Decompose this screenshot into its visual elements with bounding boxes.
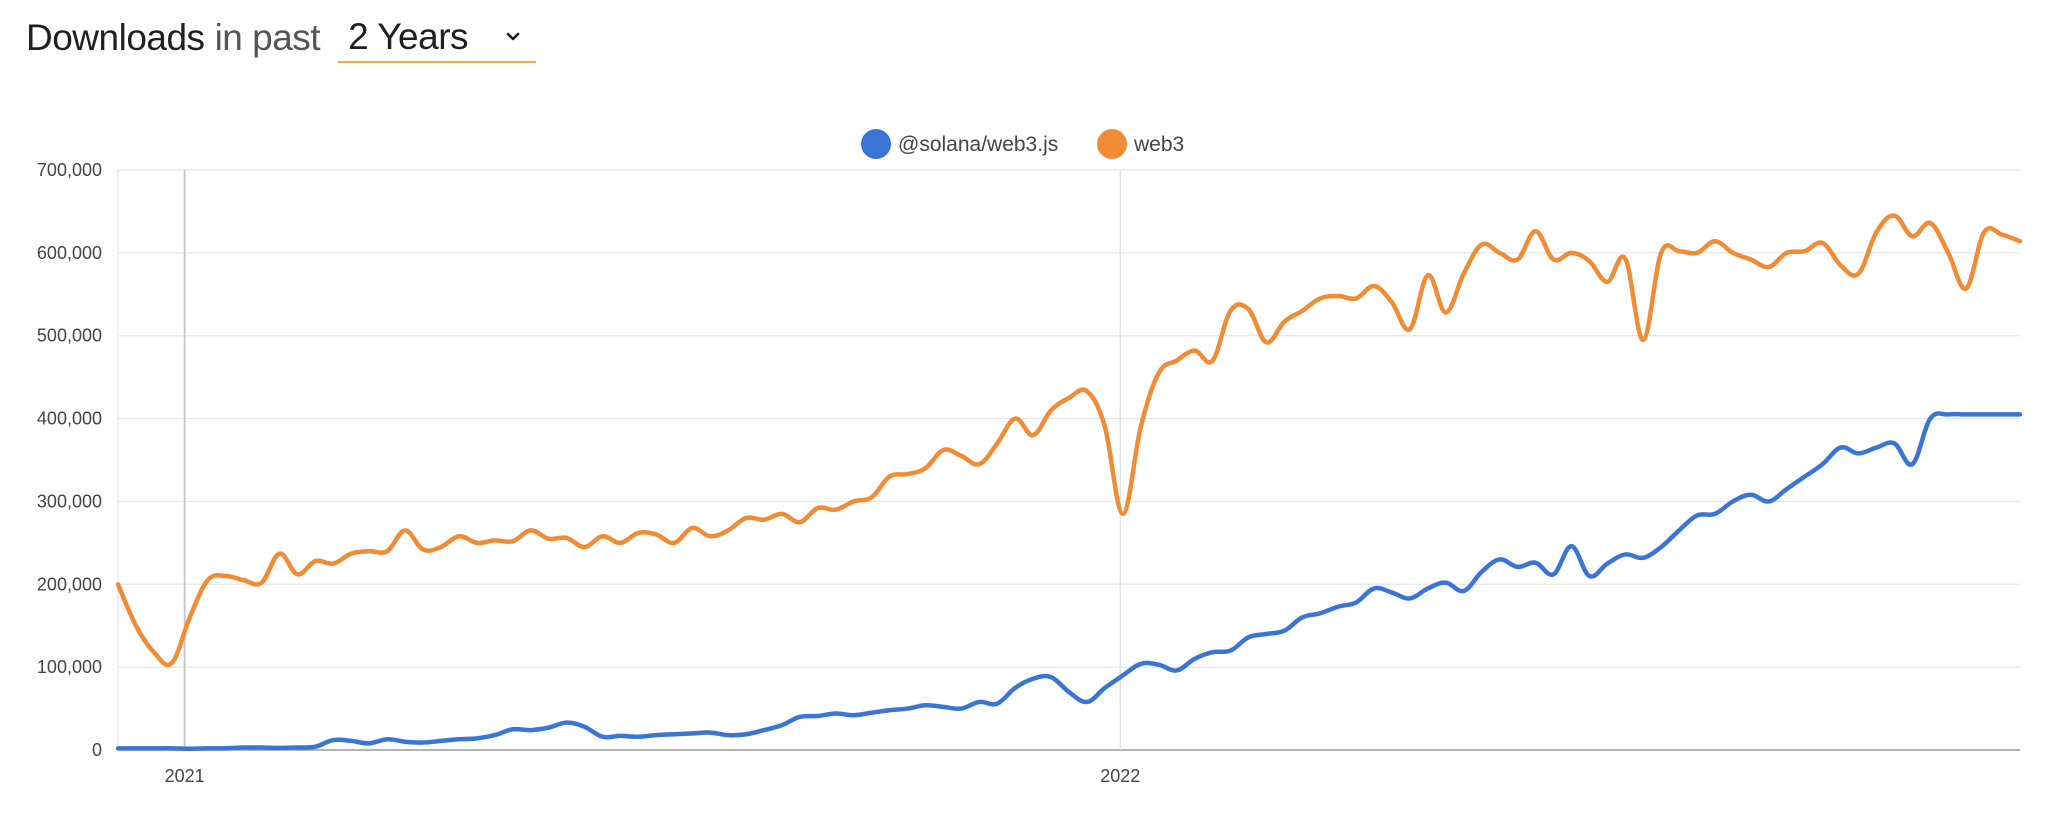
time-range-value: 2 Years bbox=[348, 16, 469, 57]
header: Downloads in past 2 Years bbox=[26, 8, 537, 68]
y-tick-label: 300,000 bbox=[37, 491, 102, 511]
y-tick-label: 500,000 bbox=[37, 326, 102, 346]
y-tick-label: 400,000 bbox=[37, 409, 102, 429]
y-tick-label: 700,000 bbox=[37, 160, 102, 180]
legend-marker bbox=[861, 129, 891, 159]
y-tick-label: 0 bbox=[92, 740, 102, 760]
y-tick-label: 600,000 bbox=[37, 243, 102, 263]
legend-label: @solana/web3.js bbox=[898, 133, 1058, 156]
legend-marker bbox=[1097, 129, 1127, 159]
series-line-web3 bbox=[115, 213, 2023, 668]
series-line-solana-web3js bbox=[115, 411, 2023, 752]
page-subtitle: in past bbox=[214, 17, 321, 58]
legend-item-solana-web3js: @solana/web3.js bbox=[861, 129, 1058, 159]
legend: @solana/web3.js web3 bbox=[861, 129, 1184, 159]
x-tick-label: 2021 bbox=[165, 766, 205, 786]
legend-label: web3 bbox=[1133, 133, 1184, 156]
x-tick-label: 2022 bbox=[1100, 766, 1140, 786]
chevron-down-icon bbox=[504, 28, 522, 46]
time-range-select[interactable]: 2 Years bbox=[338, 13, 537, 63]
page-title: Downloads bbox=[26, 17, 205, 58]
legend-item-web3: web3 bbox=[1097, 129, 1184, 159]
y-tick-label: 200,000 bbox=[37, 574, 102, 594]
y-tick-label: 100,000 bbox=[37, 657, 102, 677]
